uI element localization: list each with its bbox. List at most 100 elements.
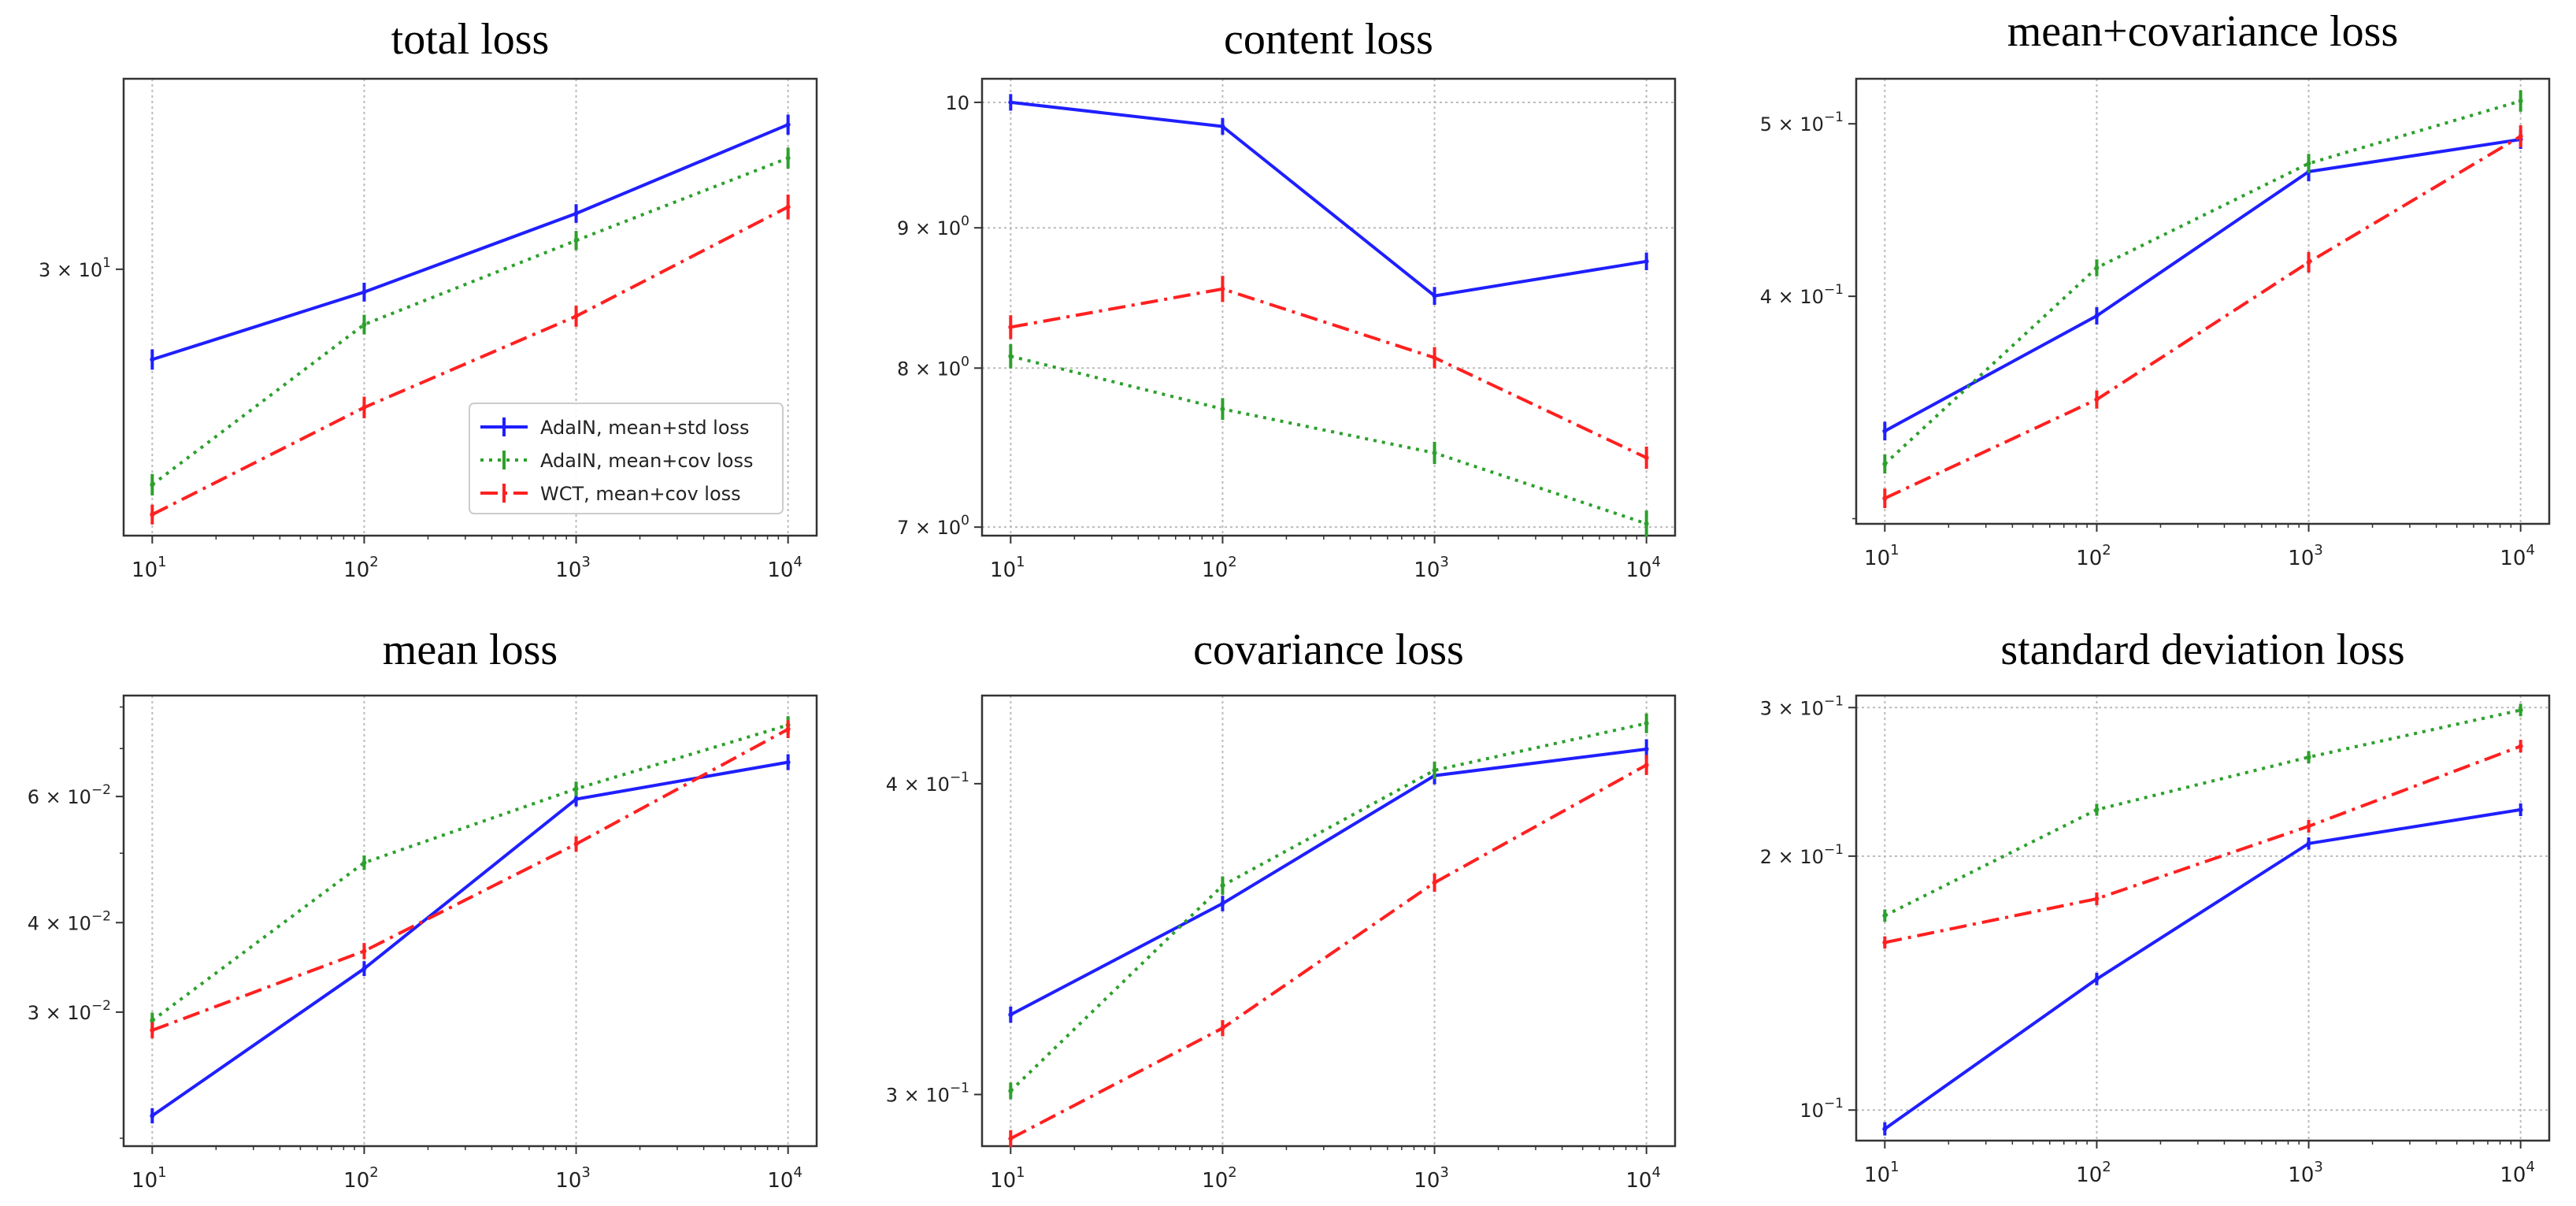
y-tick-label: 7 × 100 bbox=[897, 513, 969, 539]
data-point bbox=[1432, 450, 1437, 455]
series-line-adain_cov bbox=[1009, 722, 1648, 1093]
data-point bbox=[573, 841, 579, 847]
series-line-wct_cov bbox=[1010, 287, 1648, 459]
series-line-adain_cov bbox=[1883, 99, 2522, 466]
data-point bbox=[1432, 767, 1437, 773]
series-line-wct_cov bbox=[1010, 763, 1648, 1141]
axes-frame bbox=[1855, 694, 2551, 1142]
data-point bbox=[573, 786, 579, 792]
data-point bbox=[1882, 1126, 1888, 1132]
x-tick-label: 101 bbox=[132, 554, 167, 582]
chart-title: mean loss bbox=[383, 625, 558, 674]
y-tick-label: 4 × 10−2 bbox=[28, 908, 111, 934]
x-tick-label: 101 bbox=[132, 1164, 167, 1193]
data-point bbox=[1008, 1136, 1014, 1141]
data-point bbox=[2518, 744, 2523, 749]
data-point bbox=[150, 1113, 155, 1119]
chart-panel-4: mean loss 101 102 103 104 3 × 10−2 4 × 10−2 6 ×… bbox=[28, 625, 818, 1193]
y-tick-label: 9 × 100 bbox=[897, 213, 969, 239]
data-point bbox=[1882, 913, 1888, 918]
y-tick-label: 3 × 101 bbox=[39, 255, 111, 281]
data-point bbox=[2518, 98, 2523, 104]
x-tick-label: 102 bbox=[343, 1164, 379, 1193]
data-point bbox=[2518, 134, 2523, 139]
series-line-adain_std bbox=[151, 123, 789, 362]
axes-frame bbox=[980, 694, 1677, 1148]
data-point bbox=[2306, 259, 2311, 265]
data-point bbox=[1882, 429, 1888, 434]
data-point bbox=[2306, 755, 2311, 760]
data-point bbox=[1644, 721, 1649, 726]
x-tick-label: 103 bbox=[1414, 554, 1449, 582]
data-point bbox=[573, 210, 579, 216]
x-tick-label: 104 bbox=[767, 554, 802, 582]
chart-panel-6: standard deviation loss 101 102 103 104 10−1 2… bbox=[1760, 625, 2551, 1187]
data-point bbox=[2094, 313, 2100, 318]
data-point bbox=[785, 155, 791, 161]
data-point bbox=[150, 512, 155, 518]
data-point bbox=[1882, 940, 1888, 945]
y-tick-label: 6 × 10−2 bbox=[28, 782, 111, 808]
data-point bbox=[361, 966, 367, 971]
data-point bbox=[1432, 880, 1437, 885]
x-tick-label: 102 bbox=[343, 554, 379, 582]
series-line-adain_std bbox=[1884, 807, 2522, 1130]
axes-frame bbox=[122, 694, 818, 1148]
data-point bbox=[1644, 747, 1649, 752]
series-line-wct_cov bbox=[1884, 135, 2522, 500]
chart-panel-1: total loss 101 102 103 104 3 × 101 AdaIN, mean… bbox=[39, 15, 818, 582]
chart-panel-5: covariance loss 101 102 103 104 3 × 10−1 4 × 1… bbox=[886, 625, 1677, 1193]
series-line-wct_cov bbox=[1884, 744, 2522, 944]
chart-panel-2: content loss 101 102 103 104 7 × 100 8 × 100 9 … bbox=[897, 15, 1677, 582]
x-tick-label: 102 bbox=[2076, 542, 2111, 570]
y-tick-label: 10−1 bbox=[1799, 1096, 1844, 1122]
data-point bbox=[1220, 406, 1225, 412]
data-point bbox=[1220, 1026, 1225, 1031]
data-point bbox=[1008, 325, 1014, 330]
data-point bbox=[2094, 265, 2100, 271]
y-tick-label: 3 × 10−2 bbox=[28, 998, 111, 1024]
data-point bbox=[2094, 976, 2100, 981]
data-point bbox=[1432, 355, 1437, 361]
data-point bbox=[2094, 807, 2100, 812]
data-point bbox=[1008, 1088, 1014, 1093]
data-point bbox=[785, 122, 791, 128]
chart-title: content loss bbox=[1224, 15, 1433, 64]
series-line-adain_cov bbox=[1010, 354, 1648, 525]
y-tick-label: 4 × 10−1 bbox=[1760, 282, 1844, 308]
series-line-adain_std bbox=[1010, 100, 1648, 298]
x-tick-label: 104 bbox=[2500, 542, 2535, 570]
x-tick-label: 101 bbox=[1864, 1159, 1900, 1187]
data-point bbox=[150, 1018, 155, 1023]
data-point bbox=[361, 289, 367, 295]
x-tick-label: 104 bbox=[1625, 1164, 1661, 1193]
series-line-wct_cov bbox=[151, 205, 789, 516]
data-point bbox=[361, 860, 367, 866]
x-tick-label: 103 bbox=[1414, 1164, 1449, 1193]
data-point bbox=[361, 948, 367, 954]
data-point bbox=[2094, 896, 2100, 902]
y-tick-label: 8 × 100 bbox=[897, 354, 969, 380]
axes-frame bbox=[1855, 77, 2551, 525]
legend-label: AdaIN, mean+std loss bbox=[540, 417, 750, 439]
data-point bbox=[1220, 286, 1225, 291]
series-line-adain_cov bbox=[151, 156, 789, 486]
x-tick-label: 103 bbox=[2288, 542, 2323, 570]
x-tick-label: 104 bbox=[2500, 1159, 2535, 1187]
data-point bbox=[2518, 807, 2523, 812]
data-point bbox=[573, 796, 579, 802]
legend-label: AdaIN, mean+cov loss bbox=[540, 450, 753, 472]
data-point bbox=[1644, 763, 1649, 768]
data-point bbox=[785, 759, 791, 765]
legend-box bbox=[469, 403, 784, 514]
data-point bbox=[361, 321, 367, 327]
x-tick-label: 103 bbox=[2288, 1159, 2323, 1187]
data-point bbox=[1008, 99, 1014, 105]
data-point bbox=[1432, 293, 1437, 299]
data-point bbox=[1220, 901, 1225, 907]
x-tick-label: 101 bbox=[990, 1164, 1025, 1193]
data-point bbox=[2094, 397, 2100, 403]
data-point bbox=[573, 238, 579, 243]
x-tick-label: 101 bbox=[1864, 542, 1900, 570]
data-point bbox=[1644, 455, 1649, 461]
